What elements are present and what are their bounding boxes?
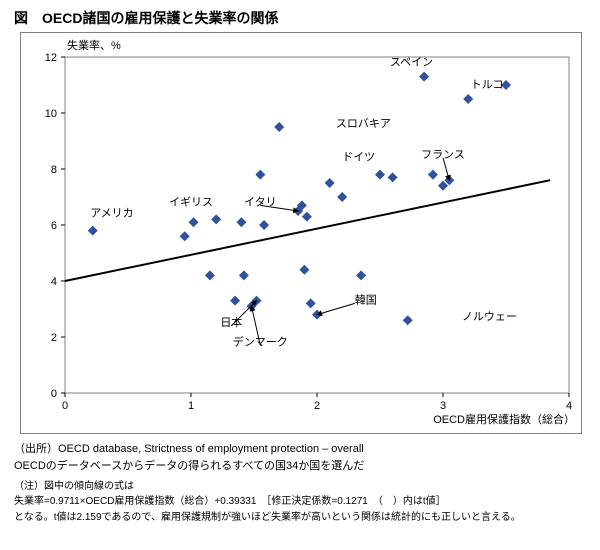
country-label: アメリカ	[90, 207, 133, 220]
svg-text:6: 6	[51, 220, 57, 232]
svg-text:2: 2	[51, 332, 57, 344]
country-label: ノルウェー	[462, 310, 517, 323]
country-label: 韓国	[355, 293, 377, 306]
country-label: イタリ	[244, 195, 277, 208]
country-label: スロバキア	[336, 117, 391, 130]
country-label: デンマーク	[233, 334, 288, 348]
y-axis-label: 失業率、%	[67, 37, 121, 53]
figure-title: 図 OECD諸国の雇用保護と失業率の関係	[14, 8, 590, 28]
country-label: ドイツ	[342, 152, 375, 164]
country-label: スペイン	[390, 56, 433, 68]
chart-container: 失業率、% 02468101201234アメリカイギリスイタリ日本デンマークスロ…	[20, 32, 582, 434]
x-axis-label: OECD雇用保護指数（総合）	[433, 411, 575, 427]
source-line-2: OECDのデータベースからデータの得られるすべての国34か国を選んだ	[14, 459, 586, 474]
svg-text:4: 4	[51, 276, 57, 288]
country-label: トルコ	[471, 79, 504, 91]
svg-text:0: 0	[51, 388, 57, 400]
source-line-1: （出所）OECD database, Strictness of employm…	[14, 442, 586, 457]
svg-text:8: 8	[51, 164, 57, 176]
country-label: イギリス	[169, 195, 213, 208]
scatter-chart: 02468101201234アメリカイギリスイタリ日本デンマークスロバキアドイツ…	[21, 33, 581, 433]
svg-text:1: 1	[188, 400, 194, 412]
svg-text:12: 12	[45, 52, 57, 64]
note-conclusion: となる。t値は2.159であるので、雇用保護規制が強いほど失業率が高いという関係…	[14, 511, 586, 525]
footnotes: （出所）OECD database, Strictness of employm…	[14, 442, 586, 524]
svg-text:2: 2	[314, 400, 320, 412]
note-equation: 失業率=0.9711×OECD雇用保護指数（総合）+0.39331 ［修正決定係…	[14, 495, 586, 509]
svg-text:0: 0	[62, 400, 68, 412]
country-label: 日本	[220, 315, 242, 329]
svg-text:10: 10	[45, 108, 57, 120]
note-header: （注）図中の傾向線の式は	[14, 480, 586, 494]
